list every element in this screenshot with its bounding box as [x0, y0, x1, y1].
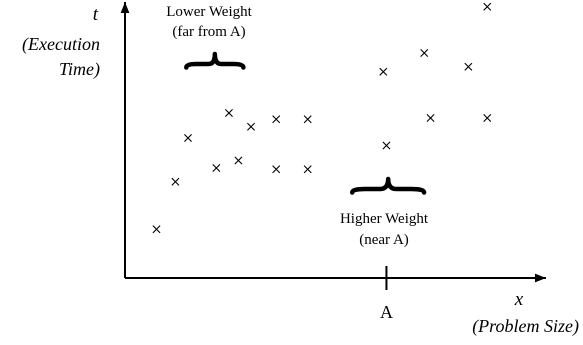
data-point — [303, 115, 312, 124]
data-point — [379, 67, 388, 76]
data-point — [272, 165, 281, 174]
data-point — [272, 115, 281, 124]
data-point — [212, 164, 221, 172]
data-point — [224, 109, 233, 117]
lower-weight-label-line2: (far from A) — [172, 24, 245, 40]
lower-weight-label-line1: Lower Weight — [166, 4, 252, 20]
data-point — [483, 114, 492, 122]
data-point — [234, 156, 243, 165]
x-axis-subtitle: (Problem Size) — [472, 316, 579, 337]
x-axis-label: x — [514, 289, 524, 310]
data-point — [382, 141, 391, 150]
higher-weight-label-line2: (near A) — [359, 232, 409, 248]
higher-weight-brace — [350, 176, 427, 195]
data-point — [420, 49, 429, 57]
data-point — [464, 62, 473, 71]
scatter-points — [152, 2, 492, 234]
data-point — [303, 165, 312, 174]
higher-weight-annotation: Higher Weight (near A) — [340, 176, 429, 248]
x-marker-label: A — [380, 302, 393, 322]
data-point — [171, 177, 180, 186]
data-point — [426, 114, 435, 122]
data-point — [184, 134, 192, 142]
lower-weight-annotation: Lower Weight (far from A) — [166, 4, 253, 70]
y-axis-label: t — [93, 4, 99, 25]
y-axis-subtitle-line2: Time) — [59, 59, 100, 80]
higher-weight-label-line1: Higher Weight — [340, 211, 429, 227]
data-point — [247, 122, 255, 131]
data-point — [483, 2, 492, 11]
y-axis-subtitle-line1: (Execution — [22, 34, 100, 55]
data-point — [152, 225, 161, 234]
lower-weight-brace — [184, 51, 246, 70]
